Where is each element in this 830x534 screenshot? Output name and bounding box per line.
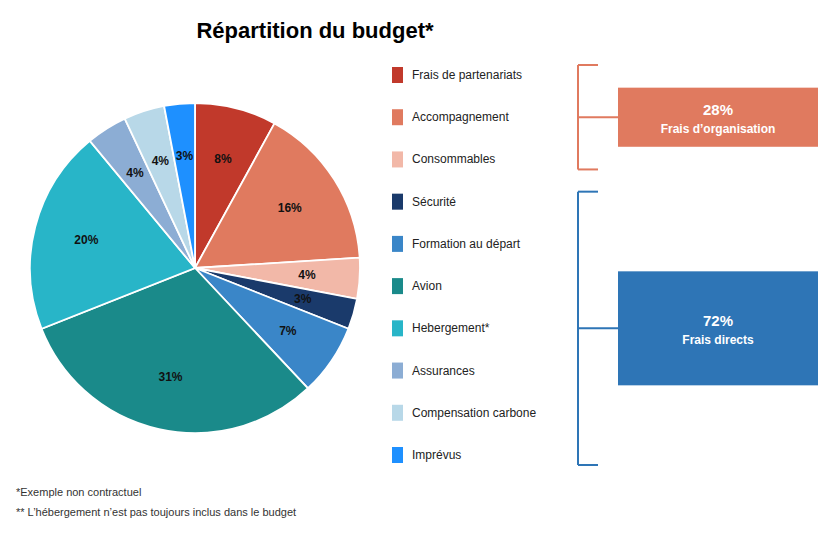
group-bracket	[578, 464, 598, 466]
data-label: 4%	[298, 268, 316, 282]
legend-item: Formation au départ	[392, 236, 521, 252]
legend-label: Avion	[412, 279, 442, 293]
legend-label: Consommables	[412, 152, 495, 166]
data-label: 31%	[159, 370, 183, 384]
chart: Répartition du budget* 8% 16% 4% 3% 7% 31% 20% 4…	[0, 0, 830, 534]
group-bracket	[578, 327, 618, 329]
group-annotation: 72% Frais directs	[578, 192, 818, 465]
group-annotation: 28% Frais d’organisation	[578, 65, 818, 169]
data-label: 4%	[152, 154, 170, 168]
legend-swatch	[392, 194, 403, 210]
legend-item: Sécurité	[392, 194, 456, 210]
legend-swatch	[392, 405, 403, 421]
group-label: 72%	[703, 312, 733, 329]
legend-item: Imprévus	[392, 447, 461, 463]
data-label: 4%	[126, 166, 144, 180]
data-labels: 8% 16% 4% 3% 7% 31% 20% 4% 4% 3%	[74, 149, 316, 384]
data-label: 20%	[74, 233, 98, 247]
group-name: Frais directs	[682, 333, 754, 347]
data-label: 3%	[176, 149, 194, 163]
legend-swatch	[392, 151, 403, 167]
group-label: 28%	[703, 101, 733, 118]
data-label: 7%	[279, 324, 297, 338]
legend-item: Assurances	[392, 363, 475, 379]
legend-item: Hebergement*	[392, 320, 490, 336]
legend-label: Sécurité	[412, 195, 456, 209]
data-label: 16%	[278, 201, 302, 215]
pie	[30, 103, 360, 433]
legend-label: Imprévus	[412, 448, 461, 462]
group-box	[618, 271, 818, 385]
legend-label: Accompagnement	[412, 110, 509, 124]
legend-label: Frais de partenariats	[412, 68, 522, 82]
data-label: 8%	[214, 152, 232, 166]
legend-label: Compensation carbone	[412, 406, 536, 420]
legend-label: Formation au départ	[412, 237, 521, 251]
pie-slice	[164, 103, 195, 268]
legend: Frais de partenariats Accompagnement Conso…	[392, 67, 536, 463]
legend-label: Hebergement*	[412, 321, 490, 335]
pie-slice	[195, 123, 360, 268]
legend-label: Assurances	[412, 364, 475, 378]
legend-item: Avion	[392, 278, 442, 294]
group-bracket	[578, 168, 598, 170]
footnote: ** L’hébergement n’est pas toujours incl…	[16, 506, 296, 518]
group-box	[618, 88, 818, 147]
legend-item: Compensation carbone	[392, 405, 536, 421]
group-bracket	[578, 191, 598, 193]
group-bracket	[578, 116, 618, 118]
legend-item: Accompagnement	[392, 109, 509, 125]
legend-swatch	[392, 109, 403, 125]
group-bracket	[578, 64, 598, 66]
legend-swatch	[392, 278, 403, 294]
legend-swatch	[392, 320, 403, 336]
legend-swatch	[392, 67, 403, 83]
legend-item: Consommables	[392, 151, 495, 167]
legend-swatch	[392, 363, 403, 379]
data-label: 3%	[294, 292, 312, 306]
footnote: *Exemple non contractuel	[16, 486, 141, 498]
group-name: Frais d’organisation	[661, 122, 776, 136]
legend-item: Frais de partenariats	[392, 67, 522, 83]
legend-swatch	[392, 447, 403, 463]
title: Répartition du budget*	[196, 18, 434, 43]
legend-swatch	[392, 236, 403, 252]
